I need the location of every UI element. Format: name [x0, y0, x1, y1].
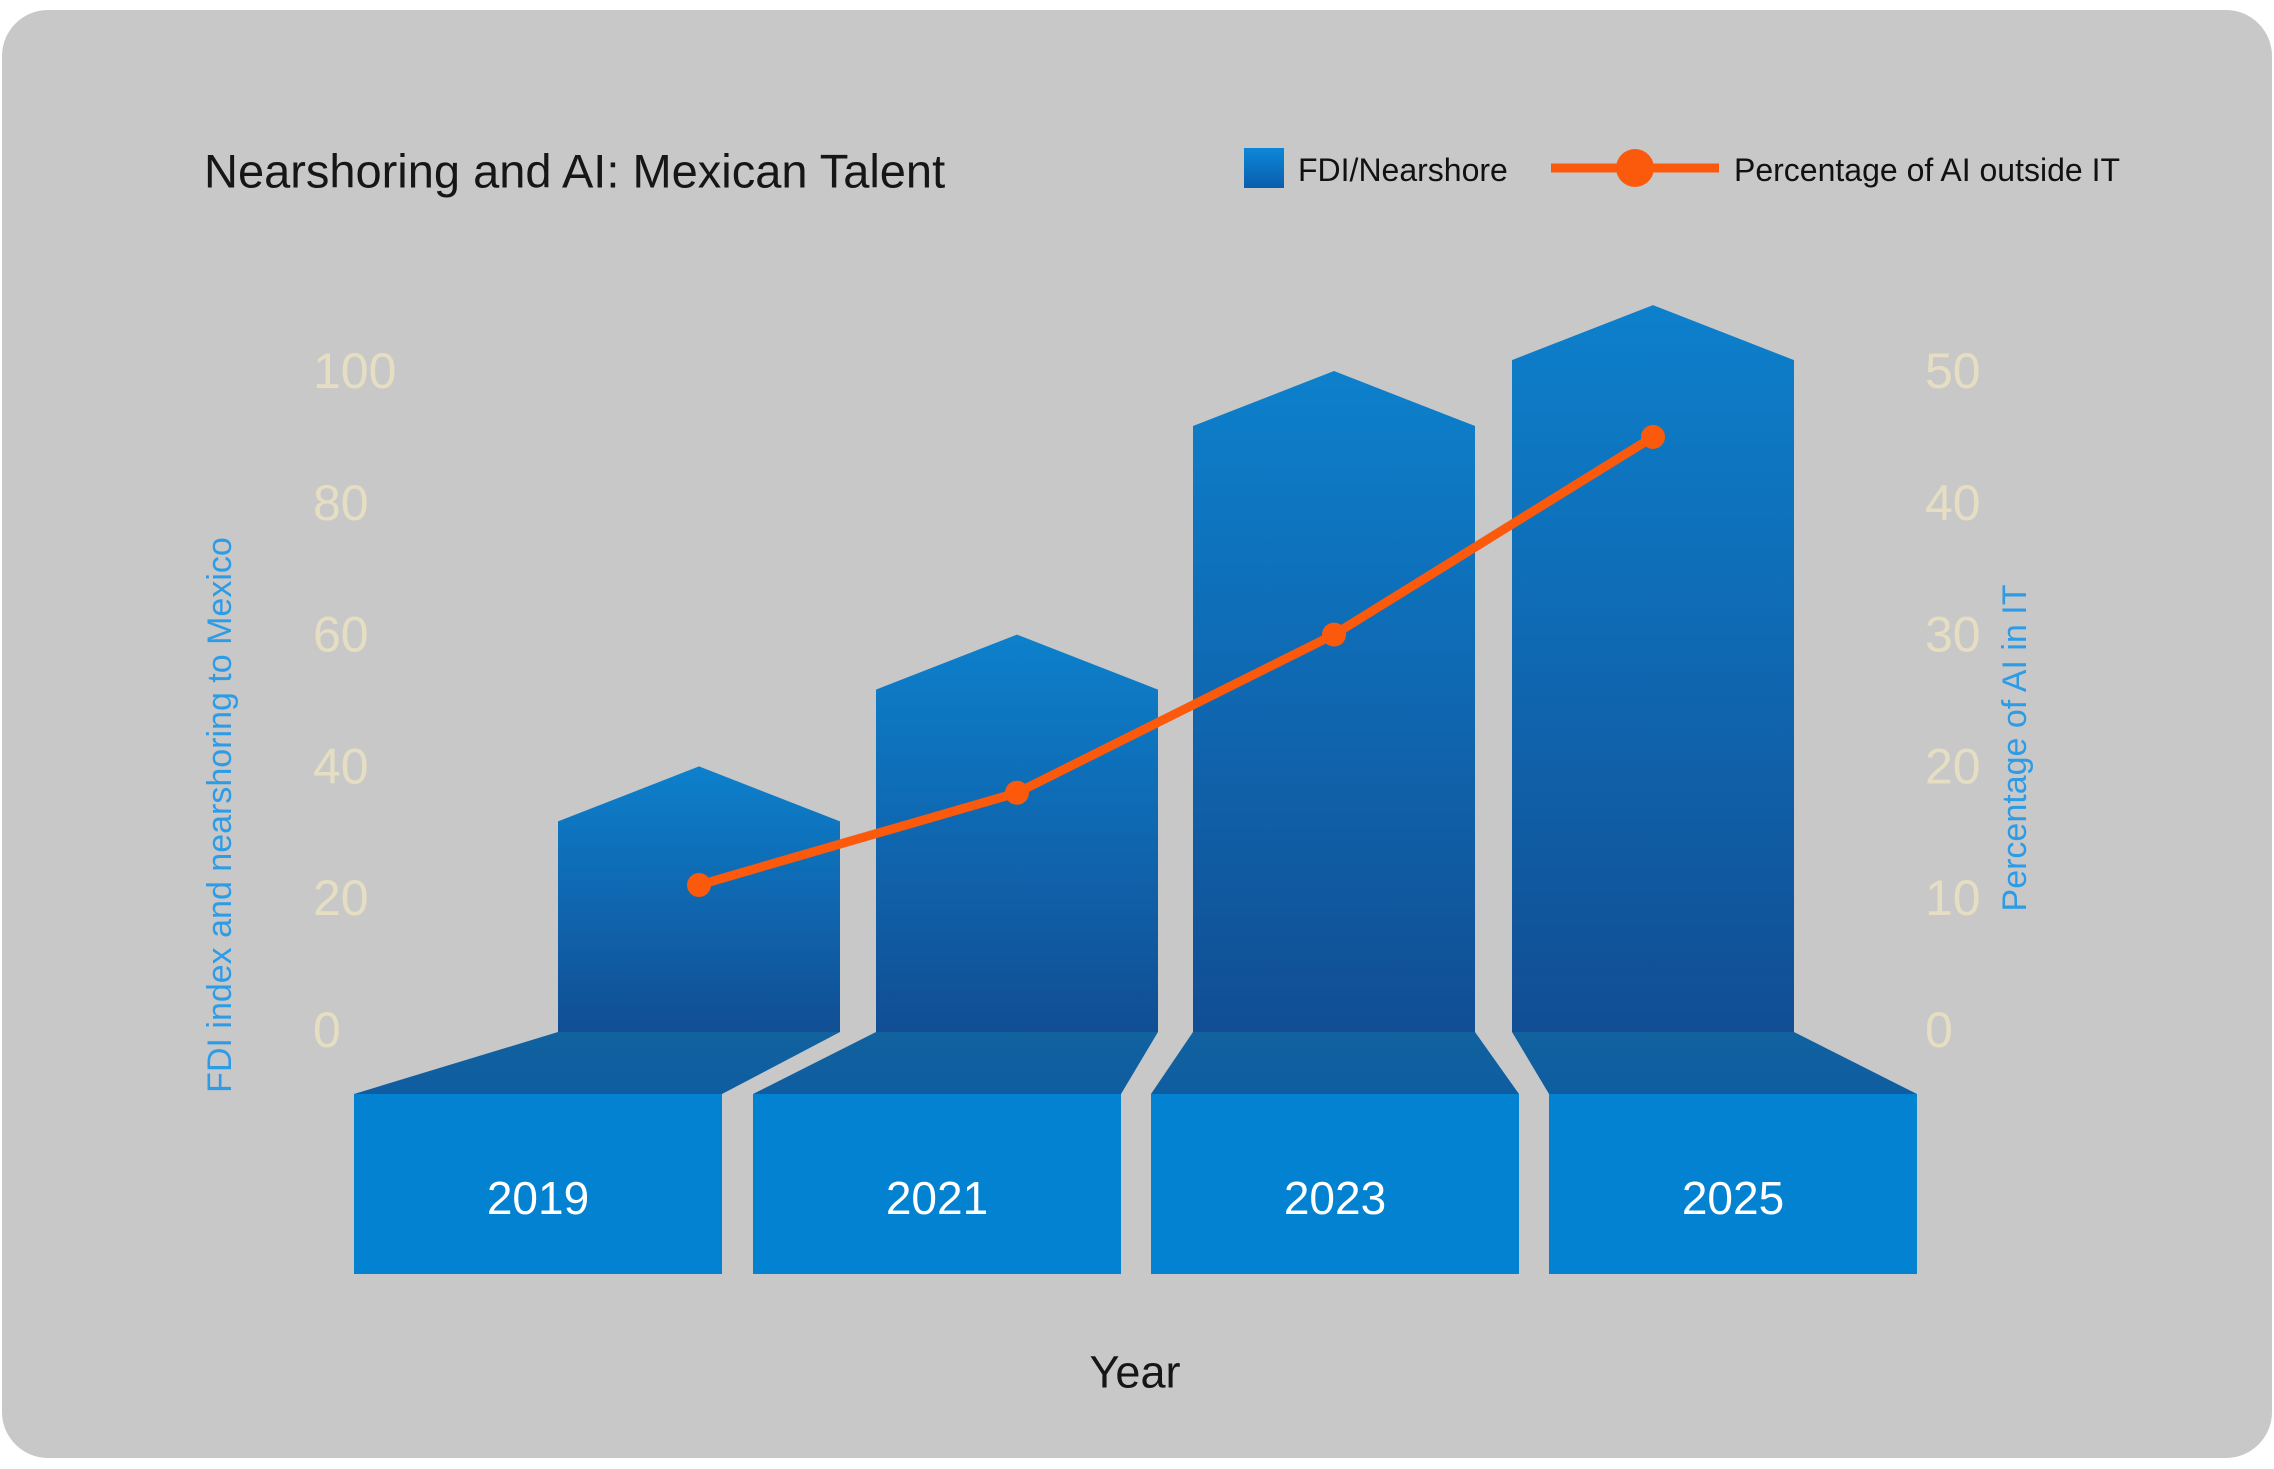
pedestal-top-surface: [753, 1032, 1158, 1094]
year-label: 2021: [886, 1172, 988, 1224]
year-label: 2025: [1682, 1172, 1784, 1224]
legend-item-label-bar: FDI/Nearshore: [1298, 152, 1508, 188]
legend-bar-swatch-icon: [1244, 148, 1284, 188]
trend-line-layer: [687, 424, 1665, 898]
bar-2021: [876, 634, 1158, 1032]
y-axis-left-label: FDI index and nearshoring to Mexico: [201, 537, 239, 1093]
data-point-2023: [1322, 622, 1346, 647]
legend-item-label-line: Percentage of AI outside IT: [1734, 152, 2120, 188]
legend-dot-icon: [1616, 149, 1654, 187]
y-tick-left: 40: [313, 738, 369, 794]
data-point-2025: [1641, 424, 1665, 449]
bar-2019: [558, 766, 840, 1032]
y-tick-right: 40: [1925, 475, 1981, 531]
bar-2023: [1193, 371, 1475, 1032]
y-tick-left: 0: [313, 1002, 341, 1058]
y-tick-right: 50: [1925, 343, 1981, 399]
chart-title: Nearshoring and AI: Mexican Talent: [204, 145, 945, 198]
y-axis-right-ticks: 50 40 30 20 10 0: [1925, 343, 1981, 1058]
trend-line: [697, 433, 1656, 890]
pedestal-2023: [1151, 1094, 1519, 1274]
y-tick-right: 20: [1925, 738, 1981, 794]
y-tick-left: 100: [313, 343, 396, 399]
pedestal-top-surface: [354, 1032, 840, 1094]
pedestal-2025: [1549, 1094, 1917, 1274]
legend: FDI/Nearshore Percentage of AI outside I…: [1244, 148, 2120, 188]
y-axis-left-ticks: 100 80 60 40 20 0: [313, 343, 396, 1058]
year-label: 2019: [487, 1172, 589, 1224]
x-axis-label: Year: [1090, 1347, 1181, 1398]
pedestal-top-surface: [1512, 1032, 1917, 1094]
pedestal-top-surface: [1151, 1032, 1519, 1094]
y-tick-left: 60: [313, 607, 369, 663]
pedestal-2019: [354, 1094, 722, 1274]
year-label: 2023: [1284, 1172, 1386, 1224]
bar-2025: [1512, 305, 1794, 1033]
data-point-2021: [1005, 780, 1029, 805]
bar-columns: 2019 2021 2023 2025: [354, 305, 1917, 1274]
y-tick-right: 10: [1925, 870, 1981, 926]
y-axis-right-label: Percentage of AI in IT: [1996, 585, 2034, 912]
y-tick-left: 80: [313, 475, 369, 531]
y-tick-right: 0: [1925, 1002, 1953, 1058]
y-tick-left: 20: [313, 870, 369, 926]
data-point-2019: [687, 873, 711, 898]
y-tick-right: 30: [1925, 607, 1981, 663]
pedestal-2021: [753, 1094, 1121, 1274]
